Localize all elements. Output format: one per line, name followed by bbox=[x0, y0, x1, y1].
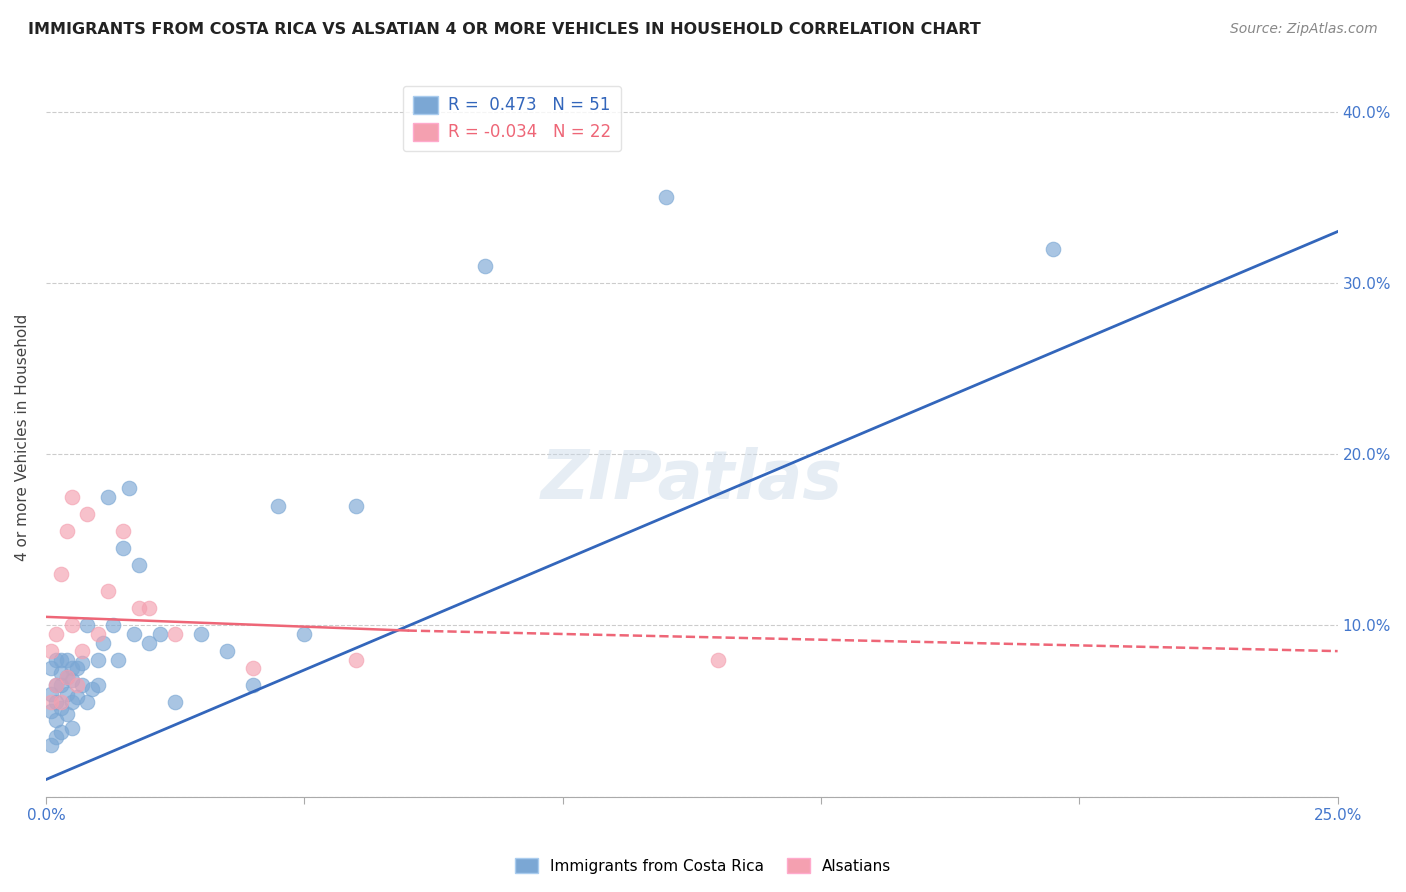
Point bbox=[91, 635, 114, 649]
Point bbox=[55, 707, 77, 722]
Point bbox=[39, 661, 62, 675]
Point bbox=[267, 499, 290, 513]
Point bbox=[55, 687, 77, 701]
Point bbox=[215, 644, 238, 658]
Point bbox=[45, 696, 67, 710]
Point bbox=[51, 653, 73, 667]
Point bbox=[55, 670, 77, 684]
Point bbox=[45, 730, 67, 744]
Point bbox=[60, 490, 83, 504]
Point bbox=[1042, 242, 1064, 256]
Point bbox=[60, 696, 83, 710]
Point bbox=[45, 627, 67, 641]
Point bbox=[149, 627, 172, 641]
Point bbox=[66, 678, 89, 692]
Point bbox=[51, 567, 73, 582]
Point bbox=[86, 653, 108, 667]
Point bbox=[45, 653, 67, 667]
Point bbox=[474, 259, 496, 273]
Point bbox=[112, 541, 135, 556]
Y-axis label: 4 or more Vehicles in Household: 4 or more Vehicles in Household bbox=[15, 313, 30, 561]
Point bbox=[655, 190, 678, 204]
Point bbox=[66, 690, 89, 705]
Legend: R =  0.473   N = 51, R = -0.034   N = 22: R = 0.473 N = 51, R = -0.034 N = 22 bbox=[404, 86, 621, 152]
Point bbox=[112, 524, 135, 539]
Point bbox=[86, 627, 108, 641]
Point bbox=[128, 601, 150, 615]
Point bbox=[117, 482, 139, 496]
Text: ZIPatlas: ZIPatlas bbox=[541, 447, 842, 513]
Point bbox=[45, 678, 67, 692]
Point bbox=[107, 653, 129, 667]
Point bbox=[70, 656, 93, 670]
Point bbox=[122, 627, 145, 641]
Point bbox=[60, 673, 83, 688]
Point bbox=[70, 678, 93, 692]
Point bbox=[55, 670, 77, 684]
Legend: Immigrants from Costa Rica, Alsatians: Immigrants from Costa Rica, Alsatians bbox=[509, 852, 897, 880]
Point bbox=[76, 696, 98, 710]
Point bbox=[60, 661, 83, 675]
Point bbox=[60, 618, 83, 632]
Point bbox=[190, 627, 212, 641]
Point bbox=[97, 584, 120, 599]
Point bbox=[39, 644, 62, 658]
Point bbox=[45, 713, 67, 727]
Point bbox=[45, 678, 67, 692]
Point bbox=[39, 739, 62, 753]
Point bbox=[165, 627, 187, 641]
Text: IMMIGRANTS FROM COSTA RICA VS ALSATIAN 4 OR MORE VEHICLES IN HOUSEHOLD CORRELATI: IMMIGRANTS FROM COSTA RICA VS ALSATIAN 4… bbox=[28, 22, 981, 37]
Point bbox=[55, 524, 77, 539]
Point bbox=[66, 661, 89, 675]
Point bbox=[706, 653, 728, 667]
Point bbox=[292, 627, 315, 641]
Point bbox=[55, 653, 77, 667]
Point bbox=[51, 666, 73, 681]
Point bbox=[51, 724, 73, 739]
Point bbox=[60, 721, 83, 735]
Point bbox=[70, 644, 93, 658]
Point bbox=[242, 661, 264, 675]
Point bbox=[242, 678, 264, 692]
Point bbox=[344, 653, 367, 667]
Point bbox=[39, 687, 62, 701]
Point bbox=[39, 696, 62, 710]
Point bbox=[128, 558, 150, 573]
Point bbox=[86, 678, 108, 692]
Point bbox=[51, 696, 73, 710]
Text: Source: ZipAtlas.com: Source: ZipAtlas.com bbox=[1230, 22, 1378, 37]
Point bbox=[138, 601, 160, 615]
Point bbox=[76, 618, 98, 632]
Point bbox=[76, 507, 98, 521]
Point bbox=[51, 700, 73, 714]
Point bbox=[165, 696, 187, 710]
Point bbox=[51, 678, 73, 692]
Point bbox=[82, 681, 104, 696]
Point bbox=[39, 704, 62, 718]
Point bbox=[97, 490, 120, 504]
Point bbox=[138, 635, 160, 649]
Point bbox=[101, 618, 124, 632]
Point bbox=[344, 499, 367, 513]
